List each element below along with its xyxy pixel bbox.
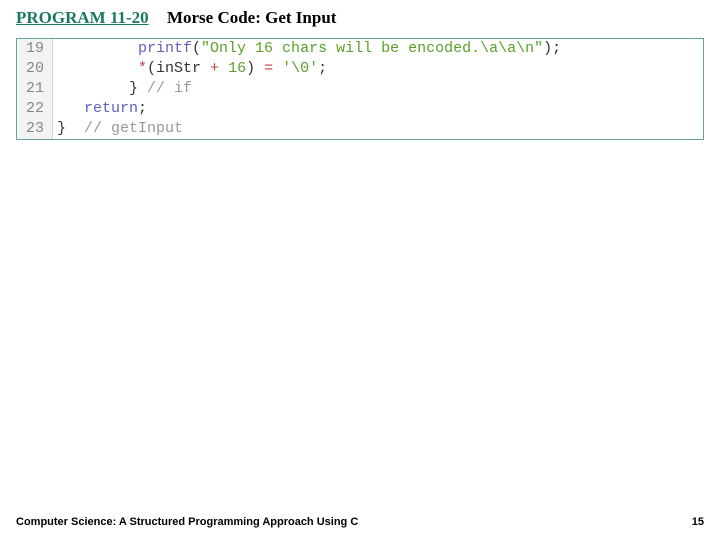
code-line: 22 return; (17, 99, 703, 119)
code-content: } // getInput (53, 119, 183, 139)
code-content: } // if (53, 79, 192, 99)
code-line: 21 } // if (17, 79, 703, 99)
slide-title: Morse Code: Get Input (167, 8, 337, 27)
code-line: 23} // getInput (17, 119, 703, 139)
code-content: *(inStr + 16) = '\0'; (53, 59, 327, 79)
code-content: printf("Only 16 chars will be encoded.\a… (53, 39, 561, 59)
line-number: 23 (17, 119, 53, 139)
page-number: 15 (692, 516, 704, 528)
slide-header: PROGRAM 11-20 Morse Code: Get Input (0, 0, 720, 34)
line-number: 20 (17, 59, 53, 79)
line-number: 22 (17, 99, 53, 119)
code-line: 20 *(inStr + 16) = '\0'; (17, 59, 703, 79)
line-number: 19 (17, 39, 53, 59)
line-number: 21 (17, 79, 53, 99)
slide-footer: Computer Science: A Structured Programmi… (16, 516, 704, 528)
footer-text: Computer Science: A Structured Programmi… (16, 516, 358, 528)
code-listing: 19 printf("Only 16 chars will be encoded… (16, 38, 704, 140)
code-line: 19 printf("Only 16 chars will be encoded… (17, 39, 703, 59)
code-content: return; (53, 99, 147, 119)
program-label: PROGRAM 11-20 (16, 8, 149, 27)
